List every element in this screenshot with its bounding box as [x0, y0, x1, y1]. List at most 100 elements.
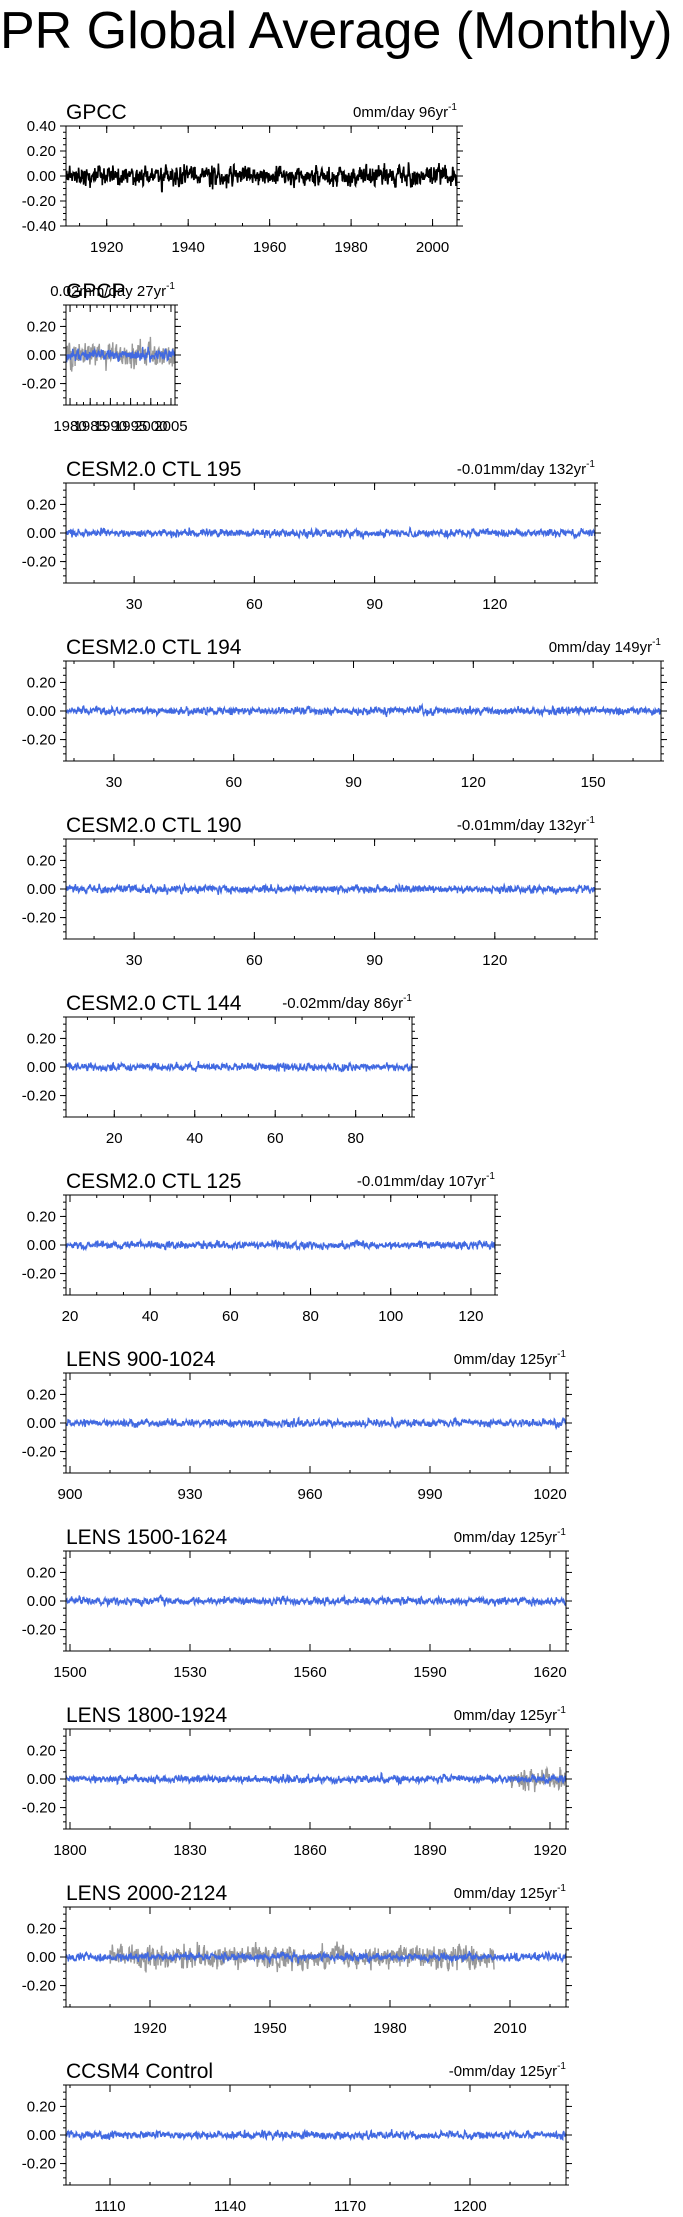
x-tick-label: 100 [378, 1308, 403, 1325]
x-tick-label: 60 [222, 1308, 239, 1325]
y-tick-label: -0.20 [22, 732, 56, 749]
y-tick-label: 0.20 [27, 1030, 56, 1047]
x-tick-label: 1890 [413, 1842, 446, 1859]
x-tick-label: 1140 [214, 2198, 246, 2215]
x-tick-label: 30 [126, 596, 143, 613]
y-tick-label: 0.00 [27, 1415, 56, 1432]
x-tick-label: 20 [106, 1130, 123, 1147]
y-tick-label: -0.20 [22, 2156, 56, 2173]
x-tick-label: 30 [126, 952, 143, 969]
chart-panel: 900 930 960 990 1020 0.20 0.00 -0.20 LENS 900-10… [22, 1348, 572, 1503]
y-tick-label: 0.00 [27, 2127, 56, 2144]
trend-label: 0.02mm/day 27yr-1 [50, 281, 175, 300]
x-tick-label: 1940 [172, 239, 205, 256]
series-line [66, 525, 595, 540]
y-tick-label: 0.20 [27, 852, 56, 869]
y-tick-label: 0.20 [27, 1386, 56, 1403]
y-tick-label: 0.00 [27, 703, 56, 720]
y-tick-label: -0.20 [22, 376, 56, 393]
y-tick-label: 0.00 [27, 347, 56, 364]
x-tick-label: 120 [482, 952, 507, 969]
x-tick-label: 90 [366, 596, 383, 613]
y-tick-label: 0.00 [27, 1059, 56, 1076]
x-tick-label: 1530 [173, 1664, 206, 1681]
trend-label: 0mm/day 96yr-1 [353, 102, 457, 121]
y-tick-label: -0.40 [22, 218, 56, 235]
series-line [66, 1950, 566, 1965]
series-line [66, 346, 175, 363]
x-tick-label: 60 [267, 1130, 284, 1147]
panel-title: LENS 1800-1924 [66, 1704, 227, 1727]
y-tick-label: 0.00 [27, 168, 56, 185]
y-tick-label: -0.20 [22, 1266, 56, 1283]
x-tick-label: 1920 [533, 1842, 566, 1859]
trend-label: -0.01mm/day 107yr-1 [357, 1171, 496, 1190]
y-tick-label: 0.20 [27, 1742, 56, 1759]
chart-panel: 30 60 90 120 0.20 0.00 -0.20 CESM2.0 CTL 195 -0.… [22, 458, 601, 613]
y-tick-label: 0.20 [27, 1920, 56, 1937]
panel-title: LENS 2000-2124 [66, 1882, 227, 1905]
panel-title: GPCC [66, 101, 127, 124]
x-tick-label: 20 [62, 1308, 79, 1325]
trend-label: -0mm/day 125yr-1 [449, 2061, 567, 2080]
x-tick-label: 1980 [53, 418, 86, 435]
trend-label: 0mm/day 125yr-1 [454, 1349, 567, 1368]
y-tick-label: -0.20 [22, 1088, 56, 1105]
chart-panel: 20 40 60 80 100 120 0.20 0.00 -0.20 CESM2.0 CTL 1… [22, 1170, 501, 1325]
x-tick-label: 60 [225, 774, 242, 791]
x-tick-label: 150 [581, 774, 606, 791]
x-tick-label: 90 [366, 952, 383, 969]
x-tick-label: 1980 [334, 239, 367, 256]
x-tick-label: 60 [246, 596, 263, 613]
panel-title: CESM2.0 CTL 125 [66, 1170, 241, 1193]
x-tick-label: 30 [106, 774, 123, 791]
x-tick-label: 2000 [416, 239, 449, 256]
x-tick-label: 1860 [293, 1842, 326, 1859]
x-tick-label: 2005 [154, 418, 187, 435]
series-line [66, 882, 595, 896]
y-tick-label: 0.20 [27, 496, 56, 513]
x-tick-label: 1920 [90, 239, 123, 256]
x-tick-label: 1110 [94, 2198, 125, 2215]
y-tick-label: 0.20 [27, 1564, 56, 1581]
x-tick-label: 1960 [253, 239, 286, 256]
chart-panel: 1920 1950 1980 2010 0.20 0.00 -0.20 LENS 2000-2… [22, 1882, 572, 2037]
y-tick-label: -0.20 [22, 1444, 56, 1461]
series-line [66, 162, 457, 193]
x-tick-label: 1995 [114, 418, 147, 435]
x-tick-label: 960 [297, 1486, 322, 1503]
y-tick-label: -0.20 [22, 1622, 56, 1639]
x-tick-label: 2010 [493, 2020, 526, 2037]
chart-panel: 1500 1530 1560 1590 1620 0.20 0.00 -0.20 LENS 15… [22, 1526, 572, 1681]
chart-panel: 30 60 90 120 150 0.20 0.00 -0.20 CESM2.0 CTL 194… [22, 636, 667, 791]
series-line [66, 1237, 495, 1252]
trend-label: -0.01mm/day 132yr-1 [457, 815, 596, 834]
y-tick-label: 0.40 [27, 118, 56, 135]
y-tick-label: 0.00 [27, 525, 56, 542]
chart-panel: 1800 1830 1860 1890 1920 0.20 0.00 -0.20 LENS 18… [22, 1704, 572, 1859]
y-tick-label: 0.00 [27, 1771, 56, 1788]
chart-panel: 20 40 60 80 0.20 0.00 -0.20 CESM2.0 CTL 144 -0.0… [22, 992, 418, 1147]
y-tick-label: -0.20 [22, 554, 56, 571]
x-tick-label: 1170 [334, 2198, 366, 2215]
x-tick-label: 80 [347, 1130, 364, 1147]
panel-title: CESM2.0 CTL 194 [66, 636, 242, 659]
series-line [66, 702, 661, 718]
chart-panel: 1920 1940 1960 1980 2000 0.40 0.20 0.00 -0.20 -0.… [22, 101, 463, 256]
x-tick-label: 1980 [373, 2020, 406, 2037]
y-tick-label: 0.20 [27, 143, 56, 160]
x-tick-label: 1620 [533, 1664, 566, 1681]
series-line [66, 1060, 412, 1073]
series-line [509, 1765, 566, 1793]
trend-label: -0.01mm/day 132yr-1 [457, 459, 596, 478]
y-tick-label: 0.20 [27, 318, 56, 335]
trend-label: 0mm/day 125yr-1 [454, 1705, 567, 1724]
x-tick-label: 120 [482, 596, 507, 613]
series-line [66, 1593, 566, 1609]
y-tick-label: 0.00 [27, 1237, 56, 1254]
x-tick-label: 990 [417, 1486, 442, 1503]
page-title: PR Global Average (Monthly) [0, 2, 673, 60]
chart-panel: 30 60 90 120 0.20 0.00 -0.20 CESM2.0 CTL 190 -0.… [22, 814, 601, 969]
